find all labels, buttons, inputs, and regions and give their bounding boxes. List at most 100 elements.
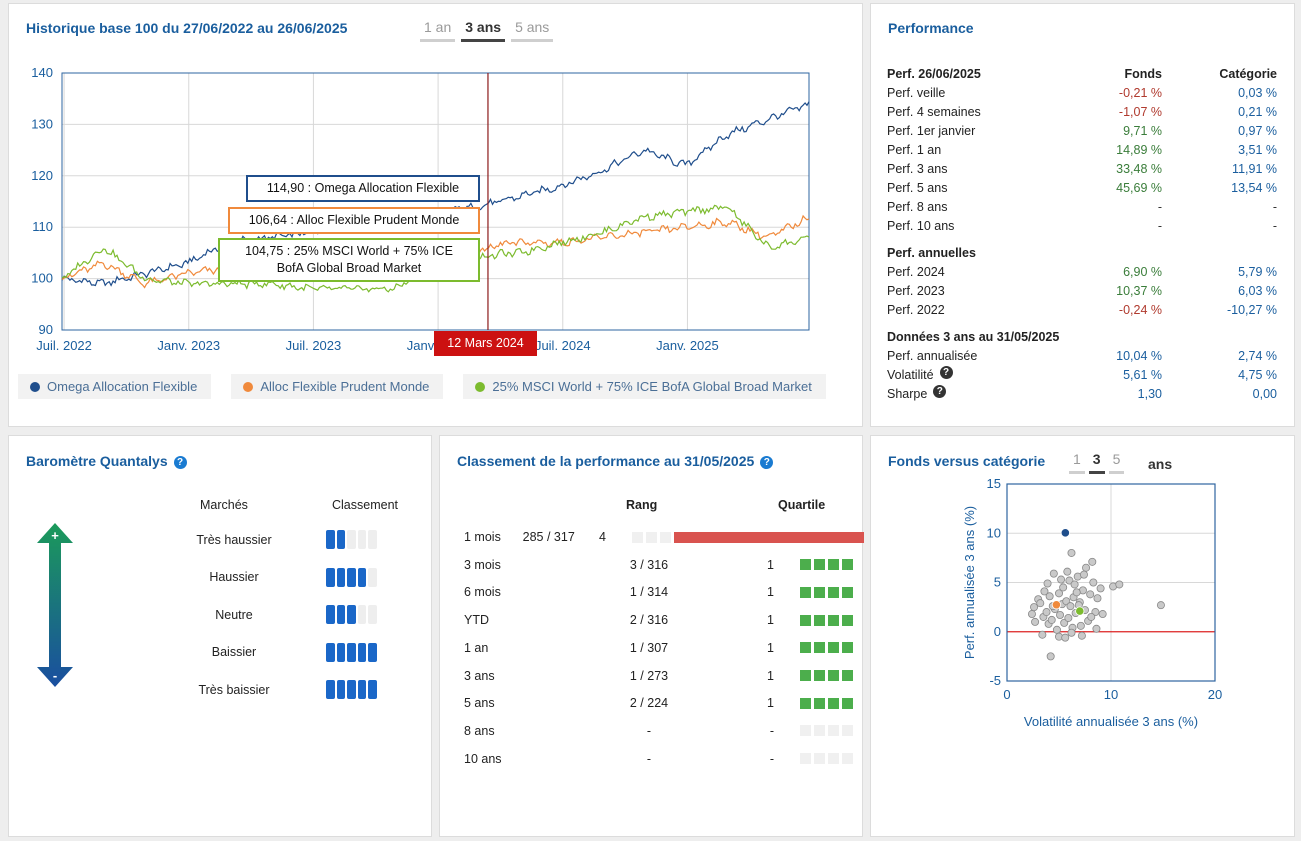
col-quartile: Quartile: [778, 498, 826, 512]
scatter-point[interactable]: [1036, 599, 1045, 608]
scatter-point[interactable]: [1076, 621, 1085, 630]
scatter-point[interactable]: [1057, 575, 1066, 584]
scatter-point[interactable]: [1038, 630, 1047, 639]
scatter-point[interactable]: [1064, 613, 1073, 622]
scatter-point[interactable]: [1030, 603, 1039, 612]
scatter-point[interactable]: [1086, 590, 1095, 599]
quartile-squares: [800, 697, 853, 709]
quartile-square: [842, 586, 853, 598]
highlight-point-index[interactable]: [1075, 606, 1085, 616]
baro-bar: [357, 642, 366, 662]
scatter-point[interactable]: [1066, 602, 1075, 611]
baro-bar: [326, 642, 335, 662]
help-icon[interactable]: ?: [173, 455, 187, 469]
scatter-point[interactable]: [1067, 548, 1076, 557]
scatter-point[interactable]: [1089, 578, 1098, 587]
highlight-point-category[interactable]: [1051, 600, 1061, 610]
tab-3-ans[interactable]: 3 ans: [461, 18, 506, 42]
scatter-point[interactable]: [1115, 580, 1124, 589]
highlight-point-fund[interactable]: [1060, 528, 1070, 538]
perf-row: Perf. 5 ans 45,69 % 13,54 %: [887, 179, 1277, 198]
quartile-square: [828, 725, 839, 737]
scatter-point[interactable]: [1072, 588, 1081, 597]
scatter-point[interactable]: [1093, 594, 1102, 603]
scatter-point[interactable]: [1079, 570, 1088, 579]
perf-row-fonds: -0,21 %: [1118, 86, 1162, 100]
scatter-point[interactable]: [1077, 631, 1086, 640]
scatter-point[interactable]: [1056, 611, 1065, 620]
baro-bar: [357, 567, 366, 587]
legend-fund[interactable]: Omega Allocation Flexible: [18, 374, 212, 399]
perf-row-fonds: 5,61 %: [1123, 368, 1162, 382]
legend-category[interactable]: Alloc Flexible Prudent Monde: [231, 374, 444, 399]
baro-col-rank: Classement: [332, 498, 398, 512]
scatter-point[interactable]: [1052, 625, 1061, 634]
help-icon[interactable]: ?: [933, 385, 947, 398]
quartile-square: [842, 753, 853, 765]
scatter-point[interactable]: [1156, 601, 1165, 610]
scatter-point[interactable]: [1070, 580, 1079, 589]
scatter-point[interactable]: [1049, 569, 1058, 578]
scatter-point[interactable]: [1040, 587, 1049, 596]
perf-row-fonds: -0,24 %: [1118, 303, 1162, 317]
scatter-point[interactable]: [1043, 579, 1052, 588]
scatter-point[interactable]: [1063, 567, 1072, 576]
scatter-point[interactable]: [1088, 557, 1097, 566]
scatter-point[interactable]: [1098, 610, 1107, 619]
baro-row-label: Baissier: [211, 645, 257, 659]
legend-index[interactable]: 25% MSCI World + 75% ICE BofA Global Bro…: [463, 374, 826, 399]
scatter-point[interactable]: [1087, 612, 1096, 621]
scatter-point[interactable]: [1054, 589, 1063, 598]
scatter-point[interactable]: [1046, 652, 1055, 661]
scatter-point[interactable]: [1045, 592, 1054, 601]
performance-title: Performance: [888, 20, 974, 36]
perf-row-label: Perf. 2024: [887, 265, 945, 279]
scatter-point[interactable]: [1047, 615, 1056, 624]
baro-bar: [326, 567, 335, 587]
scatter-point[interactable]: [1059, 583, 1068, 592]
scatter-point[interactable]: [1092, 624, 1101, 633]
tab-1[interactable]: 1: [1069, 450, 1085, 474]
help-icon[interactable]: ?: [760, 455, 774, 469]
quartile-square: [828, 642, 839, 654]
scatter-point[interactable]: [1096, 584, 1105, 593]
tab-3[interactable]: 3: [1088, 450, 1105, 474]
classement-rang: 1 / 307: [629, 640, 669, 655]
scatter-point[interactable]: [1061, 633, 1070, 642]
perf-row: Perf. 4 semaines -1,07 % 0,21 %: [887, 103, 1277, 122]
baro-bar: [357, 530, 366, 549]
perf-row-label: Sharpe: [887, 387, 928, 401]
baro-bar: [336, 530, 345, 549]
tab-5[interactable]: 5: [1108, 450, 1125, 474]
classement-rang: 1 / 273: [629, 668, 669, 683]
baro-row-label: Très haussier: [196, 532, 272, 547]
tooltip-fund-text: 114,90 : Omega Allocation Flexible: [266, 181, 460, 195]
x-tick-label: Juil. 2022: [36, 338, 92, 353]
versus-suffix: ans: [1148, 456, 1173, 472]
scatter-point[interactable]: [1031, 617, 1040, 626]
quartile-square: [814, 559, 825, 571]
perf-row-fonds: 1,30: [1137, 387, 1162, 401]
quartile-square: [814, 586, 825, 598]
quartile-square: [800, 614, 811, 626]
scatter-point[interactable]: [1027, 610, 1036, 619]
baro-rank-bars: [326, 642, 377, 662]
classement-quartile: 1: [767, 668, 774, 683]
perf-risk-header: Données 3 ans au 31/05/2025: [887, 328, 1277, 347]
tab-5-ans[interactable]: 5 ans: [511, 18, 554, 42]
scatter-point[interactable]: [1042, 608, 1051, 617]
baro-bar: [368, 605, 377, 624]
help-icon[interactable]: ?: [939, 366, 953, 379]
classement-row: YTD 2 / 316 1: [464, 610, 864, 630]
tab-1-an[interactable]: 1 an: [420, 18, 456, 42]
tooltip-fund: 114,90 : Omega Allocation Flexible: [246, 175, 480, 202]
scatter-point[interactable]: [1067, 628, 1076, 637]
scatter-point[interactable]: [1065, 576, 1074, 585]
baro-bar: [336, 567, 345, 587]
x-tick-label: 20: [1208, 687, 1222, 702]
scatter-point[interactable]: [1082, 563, 1091, 572]
classement-period: 1 mois: [464, 530, 501, 544]
classement-row: 3 ans 1 / 273 1: [464, 666, 864, 686]
perf-row-categorie: 2,74 %: [1238, 349, 1277, 363]
